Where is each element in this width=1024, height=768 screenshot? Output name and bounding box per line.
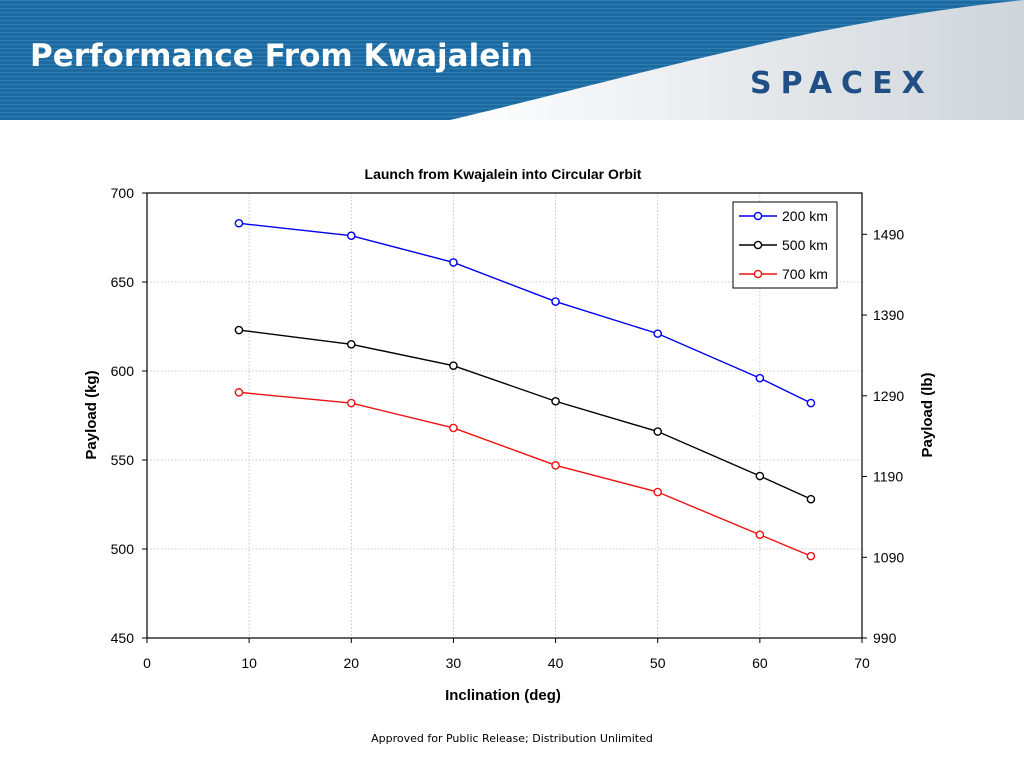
x-tick-label: 30 bbox=[446, 655, 462, 671]
data-point-500-km bbox=[755, 471, 765, 481]
y-tick-label: 500 bbox=[111, 541, 135, 557]
payload-chart: Launch from Kwajalein into Circular Orbi… bbox=[83, 166, 936, 704]
data-point-200-km bbox=[806, 398, 816, 408]
legend-marker-200-km bbox=[753, 211, 763, 221]
data-point-500-km bbox=[806, 494, 816, 504]
y-tick-label: 450 bbox=[111, 630, 135, 646]
footer-note: Approved for Public Release; Distributio… bbox=[371, 732, 653, 745]
data-point-500-km bbox=[449, 361, 458, 370]
data-point-200-km bbox=[449, 258, 458, 267]
x-axis: 0 10 20 30 40 50 60 70 bbox=[143, 638, 870, 671]
x-tick-label: 10 bbox=[241, 655, 257, 671]
y-right-tick-label: 1390 bbox=[873, 307, 904, 323]
logo-wordmark: SPACEX bbox=[750, 66, 934, 98]
x-tick-label: 0 bbox=[143, 655, 151, 671]
data-point-200-km bbox=[755, 373, 765, 383]
data-point-700-km bbox=[346, 398, 356, 408]
x-tick-label: 20 bbox=[343, 655, 359, 671]
legend: 200 km 500 km 700 km bbox=[732, 201, 838, 289]
data-point-700-km bbox=[551, 461, 560, 470]
y-axis-right: 990 1090 1190 1290 1390 1490 bbox=[862, 226, 904, 646]
legend-label-500-km: 500 km bbox=[782, 237, 828, 253]
x-tick-label: 60 bbox=[752, 655, 768, 671]
data-point-700-km bbox=[755, 530, 765, 540]
y-right-tick-label: 1290 bbox=[873, 388, 904, 404]
legend-label-700-km: 700 km bbox=[782, 266, 828, 282]
y-tick-label: 650 bbox=[111, 274, 135, 290]
data-point-500-km bbox=[551, 396, 560, 406]
x-axis-label: Inclination (deg) bbox=[445, 687, 561, 704]
spacex-logo: SPACEX bbox=[750, 66, 934, 98]
data-point-700-km bbox=[449, 423, 458, 433]
series-line-200-km bbox=[238, 222, 812, 404]
y-right-tick-label: 990 bbox=[873, 630, 897, 646]
y-right-tick-label: 1490 bbox=[873, 226, 904, 242]
x-tick-label: 50 bbox=[650, 655, 666, 671]
data-point-500-km bbox=[234, 325, 244, 335]
series-line-700-km bbox=[238, 391, 812, 557]
series-line-500-km bbox=[238, 329, 812, 500]
y-tick-label: 600 bbox=[111, 363, 135, 379]
banner-swoosh bbox=[450, 0, 1024, 120]
y-axis-right-label: Payload (lb) bbox=[919, 372, 936, 457]
y-right-tick-label: 1190 bbox=[873, 469, 903, 485]
data-point-200-km bbox=[551, 297, 560, 306]
legend-marker-700-km bbox=[753, 269, 763, 279]
data-point-500-km bbox=[346, 339, 356, 349]
legend-label-200-km: 200 km bbox=[782, 208, 828, 224]
data-series bbox=[234, 218, 816, 561]
legend-marker-500-km bbox=[753, 240, 763, 250]
y-tick-label: 550 bbox=[111, 452, 135, 468]
plot-area bbox=[146, 192, 863, 639]
data-point-200-km bbox=[234, 218, 244, 228]
y-right-tick-label: 1090 bbox=[873, 549, 904, 565]
data-point-500-km bbox=[653, 427, 663, 436]
data-point-700-km bbox=[806, 551, 816, 561]
slide-title: Performance From Kwajalein bbox=[30, 38, 533, 74]
y-axis-left: 450 500 550 600 650 700 bbox=[111, 185, 147, 646]
x-tick-label: 40 bbox=[548, 655, 564, 671]
data-point-700-km bbox=[653, 487, 663, 497]
data-point-200-km bbox=[346, 231, 356, 241]
data-point-700-km bbox=[234, 388, 244, 397]
y-axis-label: Payload (kg) bbox=[83, 370, 100, 459]
data-point-200-km bbox=[653, 329, 663, 338]
chart-title: Launch from Kwajalein into Circular Orbi… bbox=[365, 166, 642, 182]
x-tick-label: 70 bbox=[854, 655, 870, 671]
header-banner bbox=[0, 0, 1024, 120]
y-tick-label: 700 bbox=[111, 185, 135, 201]
